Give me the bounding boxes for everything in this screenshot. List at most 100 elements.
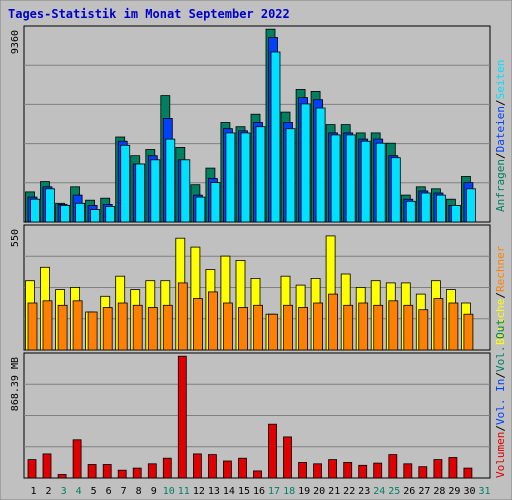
bar-volumen-day-23: [358, 464, 368, 479]
bar-volumen-day-2: [42, 453, 52, 479]
bar-volumen-day-4: [72, 439, 82, 479]
x-label-day-6: 6: [106, 486, 112, 497]
bar-seiten-day-23: [360, 140, 371, 223]
bar-rechner-day-15: [238, 307, 248, 351]
bar-rechner-day-30: [463, 313, 474, 351]
bar-rechner-day-5: [87, 311, 98, 351]
bar-rechner-day-21: [328, 293, 339, 351]
bar-volumen-day-27: [418, 466, 428, 479]
bar-rechner-day-2: [42, 300, 53, 351]
bar-rechner-day-20: [313, 302, 324, 351]
bar-volumen-day-28: [433, 459, 443, 479]
bar-volumen-day-26: [403, 463, 413, 479]
x-label-day-27: 27: [418, 486, 430, 497]
bar-volumen-day-15: [238, 457, 247, 479]
bar-seiten-day-13: [210, 182, 221, 223]
x-label-day-12: 12: [193, 486, 205, 497]
bar-rechner-day-7: [117, 302, 128, 351]
bar-volumen-day-18: [283, 436, 292, 479]
x-label-day-26: 26: [403, 486, 415, 497]
bar-rechner-day-6: [102, 307, 113, 351]
x-label-day-3: 3: [61, 486, 67, 497]
bar-seiten-day-27: [420, 192, 431, 223]
x-label-day-31: 31: [478, 486, 490, 497]
x-label-day-24: 24: [373, 486, 385, 497]
bar-rechner-day-12: [192, 298, 203, 351]
bar-volumen-day-29: [448, 457, 458, 479]
legend-item-volumen: Volumen: [494, 432, 507, 478]
x-label-day-18: 18: [283, 486, 295, 497]
bar-seiten-day-4: [75, 202, 85, 223]
bar-volumen-day-17: [268, 423, 277, 479]
bar-rechner-day-24: [373, 304, 384, 351]
bar-volumen-day-19: [298, 461, 308, 479]
x-label-day-11: 11: [178, 486, 190, 497]
bar-rechner-day-11: [177, 282, 188, 351]
bar-volumen-day-9: [147, 463, 157, 479]
x-label-day-23: 23: [358, 486, 370, 497]
bar-seiten-day-24: [375, 142, 386, 223]
bar-seiten-day-22: [345, 134, 356, 223]
x-label-day-22: 22: [343, 486, 355, 497]
bar-seiten-day-9: [150, 159, 161, 223]
chart-panels: 9360 550 868.39 MB: [10, 25, 491, 479]
bar-seiten-day-8: [135, 163, 146, 223]
bar-seiten-day-20: [315, 107, 326, 223]
x-label-day-28: 28: [433, 486, 445, 497]
legend-separator: /: [494, 292, 507, 299]
bar-volumen-day-13: [207, 454, 217, 479]
bar-volumen-day-8: [132, 467, 142, 479]
bar-seiten-day-6: [105, 206, 116, 223]
y-max-label-top: 9360: [10, 30, 21, 54]
bar-rechner-day-4: [72, 300, 83, 351]
chart-title: Tages-Statistik im Monat September 2022: [8, 7, 290, 21]
bar-seiten-day-28: [435, 194, 446, 223]
legend-top: Anfragen/Dateien/Seiten: [494, 60, 507, 212]
legend-item-rechner: Rechner: [494, 245, 507, 292]
bar-seiten-day-15: [240, 132, 251, 223]
bar-seiten-day-18: [285, 128, 296, 223]
legend-item-dateien: Dateien: [494, 106, 507, 152]
legend-item-anfragen: Anfragen: [494, 159, 507, 212]
legend-separator: /: [494, 425, 507, 432]
bar-rechner-day-3: [57, 304, 68, 351]
x-label-day-7: 7: [121, 486, 127, 497]
bar-rechner-day-10: [162, 304, 173, 351]
bar-seiten-day-7: [120, 144, 131, 223]
bar-volumen-day-25: [388, 454, 398, 479]
bar-volumen-day-5: [87, 464, 97, 479]
bar-volumen-day-3: [57, 474, 67, 479]
bar-seiten-day-3: [60, 204, 70, 223]
y-max-label-bottom: 868.39 MB: [10, 357, 21, 411]
bar-seiten-day-19: [300, 103, 311, 223]
bar-rechner-day-16: [253, 304, 263, 351]
bar-rechner-day-8: [132, 304, 143, 351]
bar-volumen-day-30: [463, 467, 473, 479]
legend-separator: /: [494, 372, 507, 379]
bar-volumen-day-14: [222, 460, 232, 479]
x-label-day-30: 30: [463, 486, 475, 497]
bar-rechner-day-23: [358, 302, 369, 351]
bar-volumen-day-6: [102, 464, 112, 479]
bar-volumen-day-24: [373, 462, 383, 479]
bar-rechner-day-22: [343, 304, 354, 351]
bar-volumen-day-11: [177, 355, 187, 479]
bar-volumen-day-7: [117, 469, 127, 479]
bar-rechner-day-25: [388, 300, 399, 351]
x-label-day-29: 29: [448, 486, 460, 497]
bar-rechner-day-1: [27, 302, 38, 351]
bar-rechner-day-17: [268, 313, 278, 351]
bar-rechner-day-29: [448, 302, 459, 351]
bar-rechner-day-9: [147, 307, 158, 351]
x-label-day-5: 5: [91, 486, 97, 497]
bar-rechner-day-26: [403, 304, 414, 351]
x-label-day-13: 13: [208, 486, 220, 497]
x-label-day-15: 15: [238, 486, 250, 497]
bar-rechner-day-19: [298, 307, 309, 351]
x-label-day-2: 2: [45, 486, 51, 497]
legends: Anfragen/Dateien/SeitenBesuche/RechnerVo…: [494, 60, 507, 478]
bar-seiten-day-5: [90, 209, 100, 223]
x-label-day-17: 17: [268, 486, 280, 497]
panel-bottom: 868.39 MB: [10, 352, 491, 479]
bar-rechner-day-13: [207, 291, 218, 351]
